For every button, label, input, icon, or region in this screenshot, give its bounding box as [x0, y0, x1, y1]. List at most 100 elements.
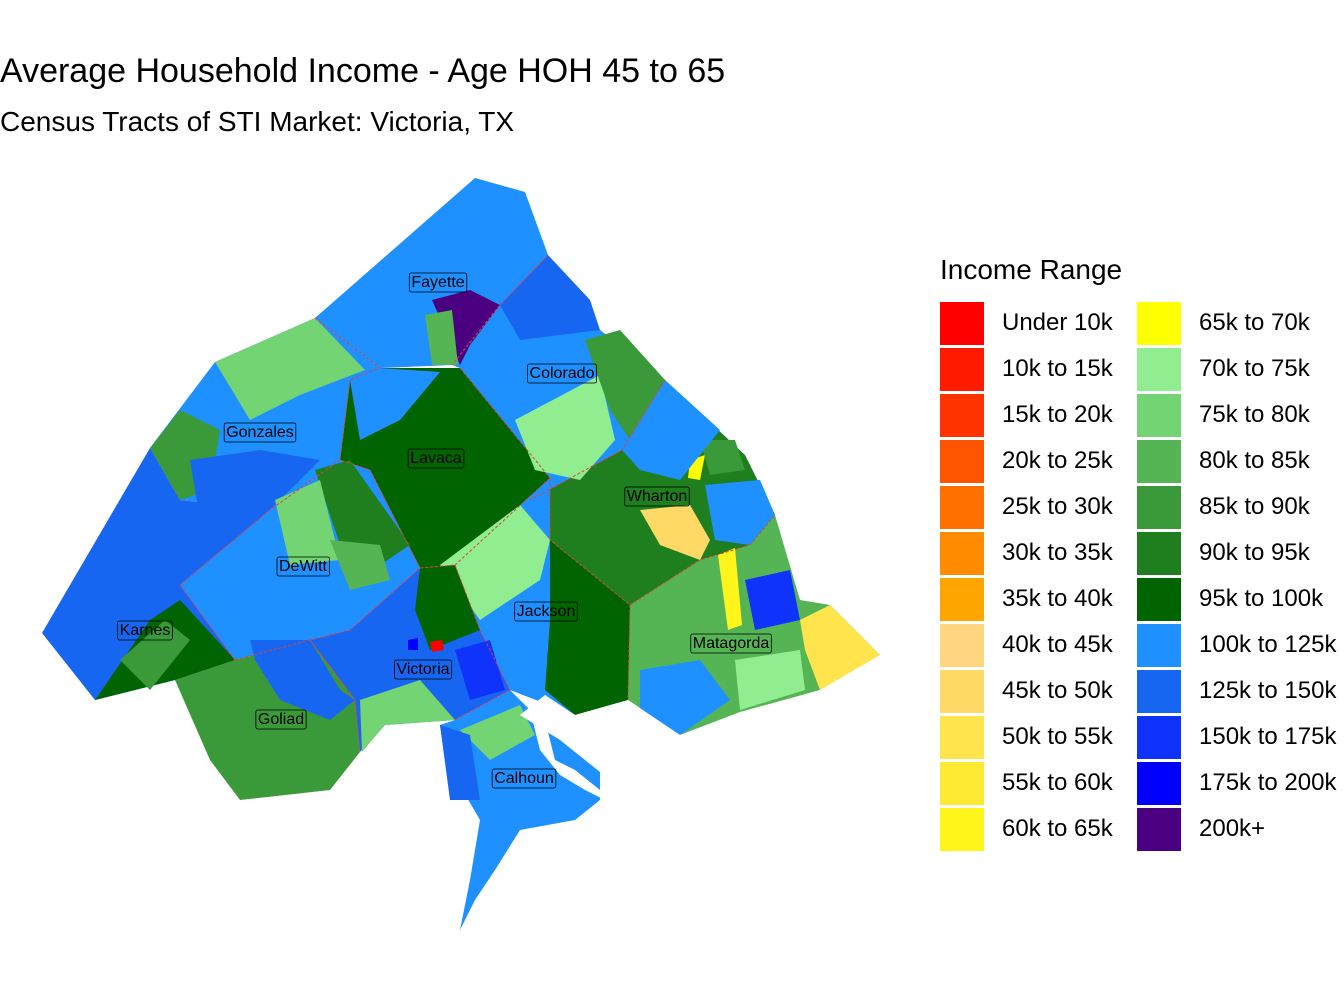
legend-swatch — [1137, 485, 1181, 529]
legend-item: 45k to 50k — [940, 668, 1113, 714]
county-label-text: Calhoun — [494, 770, 554, 787]
county-label-text: Gonzales — [226, 424, 294, 441]
legend-item: 200k+ — [1137, 806, 1265, 852]
legend-swatch — [940, 807, 984, 851]
county-labels: Fayette Colorado Gonzales Lavaca Wharton DeWi… — [117, 272, 772, 789]
boundary-goliad — [234, 639, 361, 753]
legend-item: 70k to 75k — [1137, 346, 1310, 392]
legend-item: 80k to 85k — [1137, 438, 1310, 484]
tract-gonzales-75k[interactable] — [215, 318, 365, 420]
tract-fayette-80k[interactable] — [425, 310, 458, 365]
tract-dewitt-75k[interactable] — [275, 480, 340, 565]
legend-swatch — [1137, 623, 1181, 667]
legend-item: 25k to 30k — [940, 484, 1113, 530]
boundary-jackson-matagorda — [627, 604, 631, 701]
county-label-box — [491, 768, 557, 789]
legend-item: 50k to 55k — [940, 714, 1113, 760]
map-title: Average Household Income - Age HOH 45 to… — [0, 52, 726, 90]
tract-overlays — [95, 255, 880, 800]
legend-label: 35k to 40k — [1002, 585, 1113, 612]
legend-item: 75k to 80k — [1137, 392, 1310, 438]
tract-colorado-70k[interactable] — [515, 375, 615, 480]
tract-matagorda-70k[interactable] — [735, 650, 805, 710]
county-label-karnes: Karnes — [117, 620, 173, 641]
legend-label: 40k to 45k — [1002, 631, 1113, 658]
county-label-text: Victoria — [396, 661, 449, 678]
legend-item: 15k to 20k — [940, 392, 1113, 438]
legend-item: 60k to 65k — [940, 806, 1113, 852]
legend-label: 75k to 80k — [1199, 401, 1310, 428]
boundary-dewitt-gonzales — [179, 459, 371, 586]
tract-fayette-125k[interactable] — [500, 255, 600, 340]
legend-item: 125k to 150k — [1137, 668, 1336, 714]
county-label-dewitt: DeWitt — [276, 556, 330, 577]
legend-item: 65k to 70k — [1137, 300, 1310, 346]
tract-jackson-70k[interactable] — [440, 505, 550, 620]
legend-label: 85k to 90k — [1199, 493, 1310, 520]
legend-swatch — [1137, 807, 1181, 851]
county-label-box — [276, 556, 330, 577]
county-label-text: Jackson — [517, 603, 576, 620]
legend: Under 10k 10k to 15k 15k to 20k 20k to 25k 2… — [940, 300, 1344, 852]
tract-lavaca-125k[interactable] — [350, 368, 440, 440]
tract-matagorda-100k[interactable] — [640, 660, 730, 735]
legend-label: 45k to 50k — [1002, 677, 1113, 704]
boundary-calhoun — [454, 689, 511, 721]
tract-matagorda-150k[interactable] — [745, 570, 800, 630]
legend-title: Income Range — [940, 254, 1123, 285]
county-label-box — [223, 422, 297, 443]
tract-matagorda-50k[interactable] — [800, 605, 880, 690]
tract-dewitt-80k[interactable] — [330, 540, 390, 590]
legend-item: 175k to 200k — [1137, 760, 1336, 806]
legend-label: 50k to 55k — [1002, 723, 1113, 750]
tract-wharton-100k-b[interactable] — [622, 380, 720, 480]
legend-swatch — [1137, 715, 1181, 759]
tract-matagorda-yellow[interactable] — [718, 548, 742, 630]
tract-wharton-85k[interactable] — [700, 440, 745, 475]
legend-swatch — [940, 623, 984, 667]
tract-victoria-red[interactable] — [430, 640, 444, 652]
tract-jackson-95k[interactable] — [545, 540, 630, 715]
tract-calhoun-75k[interactable] — [460, 705, 535, 760]
legend-swatch — [1137, 531, 1181, 575]
legend-swatch — [1137, 347, 1181, 391]
county-label-jackson: Jackson — [514, 601, 578, 622]
legend-item: 35k to 40k — [940, 576, 1113, 622]
legend-item: 85k to 90k — [1137, 484, 1310, 530]
tract-wharton-45k[interactable] — [640, 505, 710, 560]
tract-victoria-95k[interactable] — [415, 565, 480, 650]
tract-victoria-75k[interactable] — [360, 680, 455, 752]
legend-label: 150k to 175k — [1199, 723, 1337, 750]
tract-gonzales-125k[interactable] — [190, 450, 320, 520]
tract-calhoun-125k[interactable] — [440, 725, 480, 800]
map-subtitle: Census Tracts of STI Market: Victoria, T… — [0, 106, 515, 137]
tract-goliad-125k[interactable] — [250, 640, 355, 720]
legend-item: 40k to 45k — [940, 622, 1113, 668]
tract-wharton-100k[interactable] — [705, 480, 775, 545]
legend-label: 70k to 75k — [1199, 355, 1310, 382]
bay-water — [470, 655, 890, 1008]
legend-item: 150k to 175k — [1137, 714, 1336, 760]
legend-swatch — [940, 531, 984, 575]
legend-swatch — [1137, 439, 1181, 483]
boundary-karnes-dewitt — [179, 584, 236, 661]
county-label-calhoun: Calhoun — [491, 768, 557, 789]
tract-dewitt-90k[interactable] — [315, 460, 410, 565]
county-label-box — [690, 633, 772, 654]
boundary-matagorda-wharton — [629, 514, 776, 606]
county-label-text: Wharton — [627, 488, 687, 505]
legend-label: Under 10k — [1002, 309, 1113, 336]
legend-item: 30k to 35k — [940, 530, 1113, 576]
county-label-colorado: Colorado — [527, 363, 597, 384]
legend-swatch — [940, 577, 984, 621]
lavaca-bay — [530, 710, 605, 800]
tract-colorado-85k[interactable] — [585, 330, 665, 440]
tract-victoria-175k[interactable] — [408, 638, 418, 650]
county-label-text: Karnes — [120, 622, 171, 639]
county-label-box — [408, 272, 468, 293]
legend-label: 10k to 15k — [1002, 355, 1113, 382]
tract-fayette-200k[interactable] — [432, 290, 500, 365]
county-label-box — [514, 601, 578, 622]
county-label-gonzales: Gonzales — [223, 422, 297, 443]
county-label-box — [255, 709, 307, 730]
